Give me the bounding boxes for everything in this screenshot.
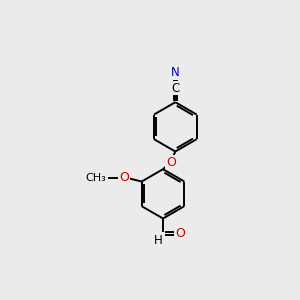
Text: C: C (171, 82, 179, 95)
Text: CH₃: CH₃ (85, 173, 106, 183)
Text: H: H (154, 233, 163, 247)
Text: O: O (166, 156, 175, 169)
Text: N: N (171, 67, 180, 80)
Text: O: O (119, 171, 129, 184)
Text: O: O (175, 227, 185, 240)
